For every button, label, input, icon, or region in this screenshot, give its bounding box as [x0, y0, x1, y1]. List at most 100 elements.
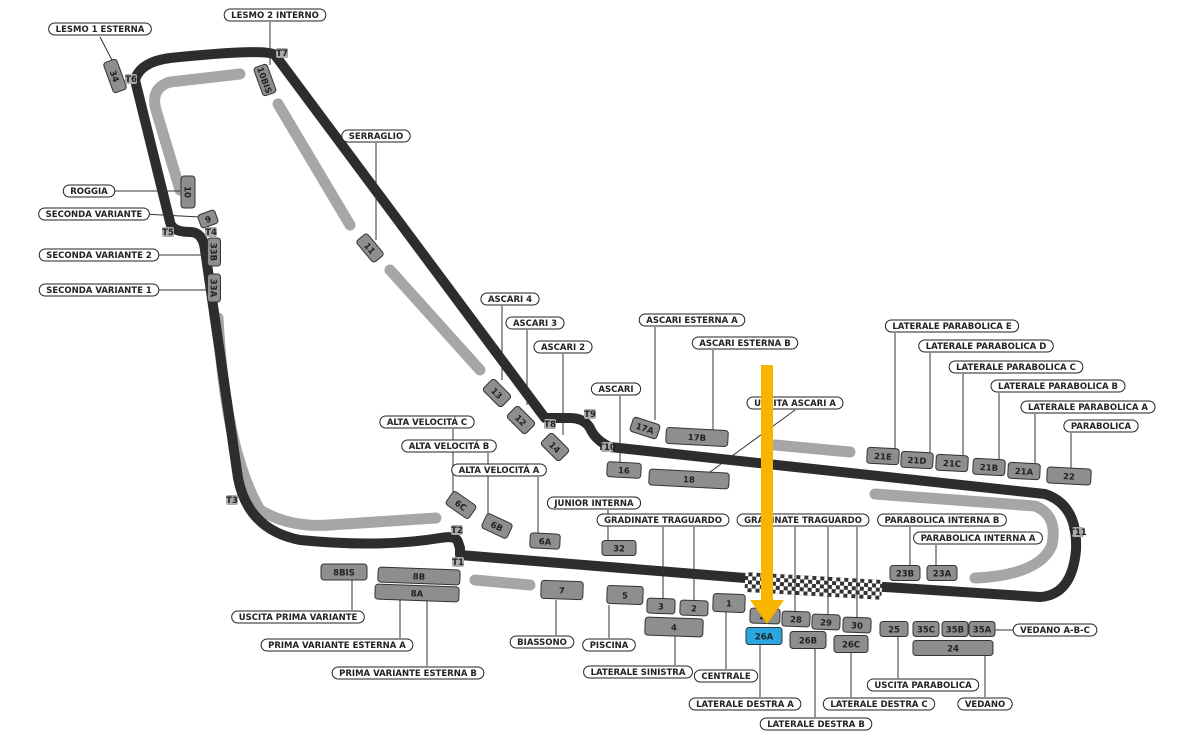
leader-lines [99, 22, 1072, 717]
grandstand-box [712, 593, 746, 613]
callout: BIASSONO [509, 635, 575, 649]
grandstand-box [789, 631, 827, 649]
grandstand-label: 33A [208, 279, 218, 298]
grandstand-label: 35B [946, 626, 964, 636]
callout-label: ALTA VELOCITÁ A [459, 464, 540, 476]
grandstand-label: 4 [671, 623, 677, 633]
grandstand-label: 35A [973, 626, 992, 636]
callout: LATERALE PARABOLICA A [1020, 400, 1156, 414]
callout-label: GRADINATE TRAGUARDO [744, 516, 862, 526]
callout-pill [505, 316, 565, 330]
grandstand: 16 [606, 461, 642, 479]
callout-label: GRADINATE TRAGUARDO [604, 516, 722, 526]
callout-label: ALTA VELOCITÁ B [409, 440, 490, 452]
grandstand: 23B [889, 565, 921, 581]
grandstand-box [646, 597, 676, 615]
callout: ALTA VELOCITÁ A [451, 463, 547, 477]
grandstand-label: 6A [538, 537, 551, 548]
grandstand: 10 [180, 175, 196, 209]
callout-label: SECONDA VARIANTE 1 [46, 286, 152, 296]
grandstand: 34 [103, 58, 127, 94]
grandstand-label: 26C [842, 641, 860, 651]
grandstand-label: 22 [1063, 472, 1075, 483]
turn-badge [205, 227, 217, 237]
grandstand: 25 [879, 621, 909, 637]
callout-label: USCITA PRIMA VARIANTE [239, 613, 358, 623]
callout-label: ASCARI 4 [488, 295, 532, 305]
turn-markers: T1 T2 T3 T4 T5 T6 T7 T8 T9 T10 T11 [125, 48, 1087, 568]
grandstand: 1 [712, 593, 746, 613]
grandstand: 21B [972, 457, 1006, 477]
grandstand-label: 6B [489, 520, 504, 534]
grandstand-box [529, 532, 561, 550]
callout: PRIMA VARIANTE ESTERNA A [260, 638, 414, 652]
grandstand-label: 8A [411, 589, 424, 599]
callout-pill [38, 283, 160, 297]
grandstand: 33B [207, 237, 221, 267]
callout-pill [638, 313, 746, 327]
callout-label: BIASSONO [517, 638, 567, 648]
callout-pill [331, 666, 485, 680]
grandstand-label: 21D [907, 456, 926, 467]
grandstand-box [1007, 461, 1041, 481]
callout: LATERALE PARABOLICA E [884, 319, 1020, 333]
callout: ASCARI ESTERNA B [691, 336, 799, 350]
turn-badge [601, 442, 613, 452]
turn-label: T2 [451, 526, 463, 536]
callout: CENTRALE [693, 669, 759, 683]
callout-pill [884, 319, 1020, 333]
grandstand: 22 [1046, 466, 1092, 486]
callout-pill [533, 340, 593, 354]
grandstand-label: 7 [559, 586, 565, 596]
grandstand-box [745, 627, 783, 645]
turn-label: T10 [598, 443, 616, 453]
grandstand-label: 2 [691, 604, 697, 614]
callout-pill [509, 635, 575, 649]
callout-pill [582, 638, 636, 652]
grandstand-label: 21C [943, 459, 962, 470]
callout-label: USCITA PARABOLICA [874, 681, 972, 691]
grandstand: 5 [606, 584, 644, 606]
callout: LESMO 2 INTERNO [223, 8, 327, 22]
callout-label: JUNIOR INTERNA [553, 499, 634, 509]
callout-label: LATERALE PARABOLICA C [956, 363, 1076, 373]
grandstand-box [606, 461, 642, 479]
grandstand-label: 28 [790, 615, 802, 625]
callout: LESMO 1 ESTERNA [48, 22, 152, 36]
grandstand-box [648, 468, 730, 490]
turn-label: T8 [544, 420, 556, 430]
callout: LATERALE PARABOLICA D [918, 339, 1054, 353]
grandstand: 8A [374, 583, 460, 603]
callout: SECONDA VARIANTE 1 [38, 283, 160, 297]
callout-label: LATERALE PARABOLICA D [926, 342, 1047, 352]
callout: ASCARI 4 [480, 292, 540, 306]
grandstand: 21D [900, 450, 934, 470]
callout-pill [596, 513, 730, 527]
callout-pill [401, 439, 497, 453]
grandstand: 29 [811, 613, 841, 631]
grandstand-label: 26B [799, 637, 817, 647]
grandstand-box [900, 450, 934, 470]
grandstand-box [180, 175, 196, 209]
grandstand: 26A [745, 627, 783, 645]
grandstand-box [377, 566, 461, 586]
turn-badge [451, 525, 463, 535]
callout: PARABOLICA INTERNA A [913, 531, 1043, 545]
turn-badge [1072, 527, 1084, 537]
turn-label: T3 [226, 496, 238, 506]
turn-badge [125, 74, 137, 84]
grandstand: 26B [789, 631, 827, 649]
callout-label: ASCARI ESTERNA B [699, 339, 790, 349]
turn-label: T11 [1069, 528, 1087, 538]
grandstand-label: 17B [688, 433, 707, 444]
callout: ALTA VELOCITÁ B [401, 439, 497, 453]
grandstand-box [445, 491, 477, 519]
callout-pill [948, 360, 1084, 374]
grandstand-box [506, 405, 536, 435]
turn-label: T7 [276, 49, 288, 59]
callout: PARABOLICA [1063, 419, 1139, 433]
callout: GRADINATE TRAGUARDO [736, 513, 870, 527]
callout: LATERALE PARABOLICA B [990, 379, 1126, 393]
grandstand-label: 33B [208, 243, 218, 261]
callout-pill [341, 129, 411, 143]
